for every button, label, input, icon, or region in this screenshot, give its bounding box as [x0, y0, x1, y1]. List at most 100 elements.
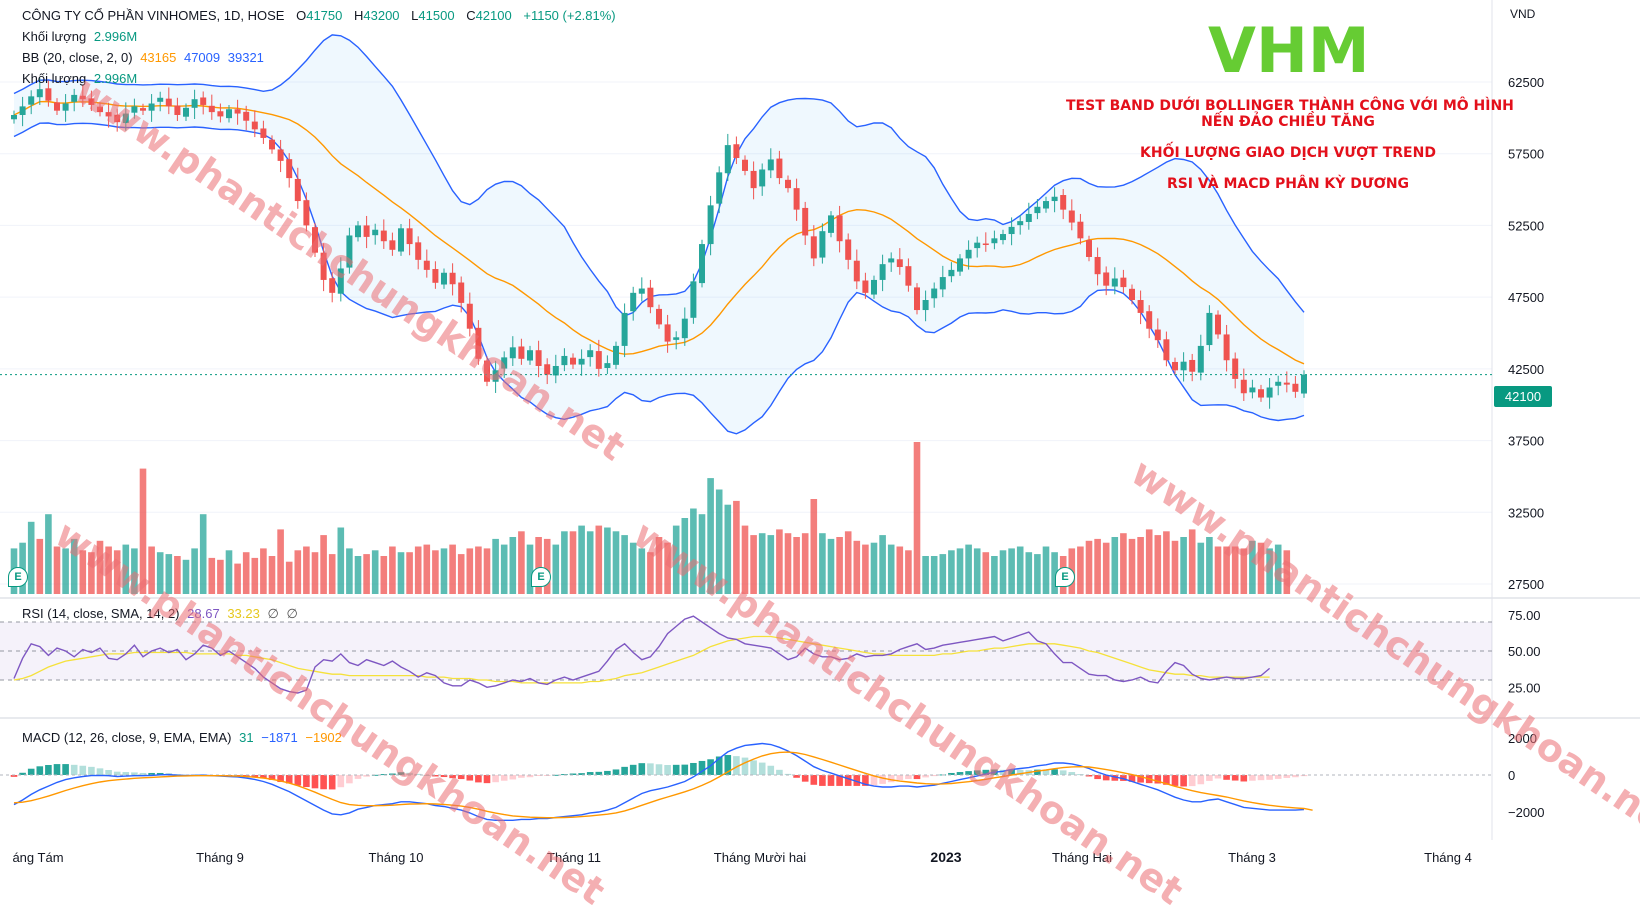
macd-hist-bar — [750, 760, 757, 775]
volume-bar — [1257, 542, 1265, 594]
macd-hist-bar — [922, 775, 929, 778]
volume-bar — [698, 514, 706, 594]
macd-hist-bar — [328, 775, 336, 790]
candle-body — [647, 287, 654, 308]
macd-hist-bar — [1257, 775, 1265, 781]
earnings-marker-3[interactable]: E — [1055, 567, 1075, 587]
candle-body — [802, 207, 809, 236]
bb-legend[interactable]: BB (20, close, 2, 0) 43165 47009 39321 — [22, 50, 264, 66]
volume-bar — [1016, 546, 1024, 594]
candle-body — [724, 145, 731, 174]
macd-hist-bar — [1111, 775, 1119, 781]
low-label: L — [411, 8, 419, 23]
volume-bar — [492, 538, 499, 594]
macd-hist-bar — [707, 759, 714, 775]
volume-bar — [655, 537, 663, 594]
candle-body — [191, 99, 198, 108]
macd-hist-bar — [604, 770, 611, 775]
volume-bar — [1171, 540, 1179, 594]
macd-hist-bar — [1163, 775, 1170, 785]
volume-bar — [156, 552, 164, 594]
volume-bar — [483, 548, 491, 594]
rsi-legend[interactable]: RSI (14, close, SMA, 14, 2) 28.67 33.23 … — [22, 606, 298, 622]
volume-bar — [715, 489, 723, 594]
candle-body — [286, 159, 293, 179]
candle-body — [54, 102, 60, 111]
macd-signal-line — [13, 751, 1313, 819]
candle-body — [896, 259, 903, 268]
candle-body — [544, 364, 551, 375]
candle-body — [535, 350, 542, 366]
candle-body — [1240, 379, 1247, 394]
candle-body — [11, 114, 17, 120]
rsi-tick-label: 50.00 — [1508, 644, 1541, 659]
candle-body — [122, 113, 129, 124]
macd-hist-bar — [1300, 775, 1308, 777]
volume-legend[interactable]: Khối lượng 2.996M — [22, 29, 137, 45]
macd-hist-bar — [973, 770, 981, 775]
volume-bar — [552, 544, 560, 594]
macd-hist-bar — [879, 775, 886, 784]
candle-body — [88, 98, 95, 105]
volume-bar — [664, 542, 671, 594]
volume-bar — [1042, 546, 1050, 594]
volume-bar — [113, 550, 121, 594]
macd-hist-bar — [965, 771, 972, 775]
earnings-marker-2[interactable]: E — [531, 567, 551, 587]
candle-body — [260, 128, 267, 138]
candle-body — [1103, 272, 1110, 286]
macd-hist-bar — [612, 769, 620, 775]
volume-bar — [45, 514, 52, 594]
volume-bar — [535, 537, 542, 594]
rsi-legend-label: RSI (14, close, SMA, 14, 2) — [22, 606, 180, 621]
volume-bar — [896, 546, 904, 594]
macd-hist-bar — [19, 772, 26, 775]
volume-bar — [423, 544, 431, 594]
volume-bar — [948, 550, 955, 594]
volume-bar — [380, 556, 388, 594]
volume-bar — [199, 514, 207, 594]
volume-bar — [1214, 546, 1222, 594]
volume-bar — [569, 531, 577, 594]
candle-body — [776, 158, 783, 179]
volume-bar — [1008, 548, 1015, 594]
candle-body — [1000, 234, 1006, 241]
macd-hist-bar — [655, 764, 663, 775]
volume-legend-2[interactable]: Khối lượng 2.996M — [22, 71, 137, 87]
candle-body — [423, 260, 430, 270]
volume-bar — [251, 557, 259, 594]
macd-legend[interactable]: MACD (12, 26, close, 9, EMA, EMA) 31 −18… — [22, 730, 342, 746]
macd-hist-bar — [853, 775, 861, 786]
candle-body — [1275, 381, 1282, 386]
volume-bar — [139, 468, 147, 594]
macd-hist-bar — [741, 757, 749, 775]
macd-hist-bar — [930, 775, 938, 777]
candle-body — [183, 107, 189, 117]
volume-bar — [1240, 548, 1248, 594]
macd-hist-bar — [801, 775, 809, 782]
macd-hist-bar — [1068, 772, 1076, 775]
candle-body — [406, 228, 413, 245]
candle-body — [810, 236, 817, 259]
candle-body — [948, 269, 955, 277]
macd-hist-bar — [810, 775, 818, 785]
macd-hist-bar — [53, 764, 61, 775]
candle-body — [1172, 361, 1178, 371]
candle-body — [621, 312, 628, 346]
earnings-marker-1[interactable]: E — [8, 567, 28, 587]
volume-bar — [354, 556, 362, 594]
price-tick-label: 37500 — [1508, 434, 1544, 449]
volume-bar — [827, 538, 835, 594]
volume-bar — [1094, 538, 1101, 594]
price-tick-label: 62500 — [1508, 75, 1544, 90]
candle-body — [1025, 213, 1032, 222]
volume-bar — [690, 508, 697, 594]
volume-bar — [475, 546, 482, 594]
macd-hist-bar — [380, 774, 388, 776]
candle-body — [656, 308, 662, 325]
candle-body — [466, 303, 473, 329]
volume-bar — [586, 531, 594, 594]
candle-body — [501, 357, 508, 369]
candle-body — [604, 363, 611, 368]
